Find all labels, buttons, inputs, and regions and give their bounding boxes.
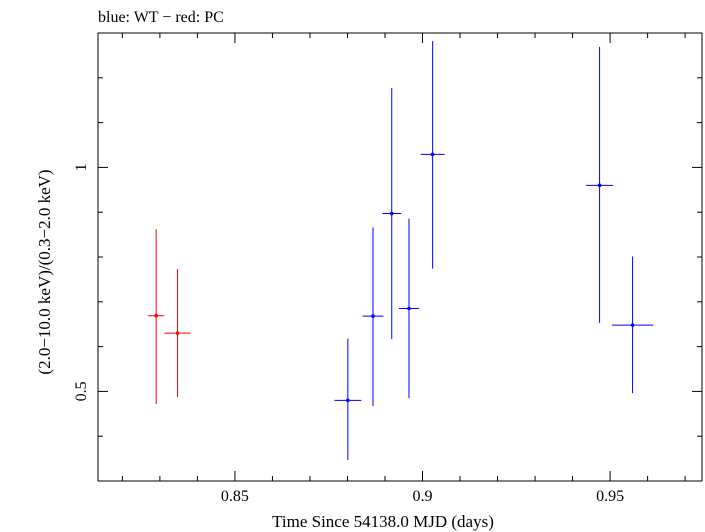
wt-data-point	[630, 323, 635, 327]
chart-title: blue: WT − red: PC	[98, 9, 224, 26]
y-axis-label: (2.0−10.0 keV)/(0.3−2.0 keV)	[35, 169, 54, 374]
pc-data-point	[175, 331, 180, 335]
wt-data-point	[430, 152, 435, 157]
wt-data-point	[407, 306, 411, 311]
data-points	[147, 41, 654, 460]
axis-ticks	[98, 32, 702, 482]
wt-data-point	[346, 398, 350, 403]
y-tick-label: 0.5	[73, 381, 90, 401]
x-tick-label: 0.95	[596, 488, 624, 505]
x-tick-label: 0.9	[413, 488, 433, 505]
y-tick-label: 1	[73, 163, 90, 171]
axis-tick-labels: 0.85 0.9 0.95 0.5 1	[73, 163, 624, 505]
pc-data-point	[154, 313, 158, 318]
wt-data-point	[597, 183, 602, 188]
x-axis-label: Time Since 54138.0 MJD (days)	[272, 512, 494, 531]
wt-data-point	[389, 211, 394, 216]
wt-data-point	[371, 314, 375, 318]
x-tick-label: 0.85	[221, 488, 249, 505]
plot-frame	[97, 32, 703, 482]
